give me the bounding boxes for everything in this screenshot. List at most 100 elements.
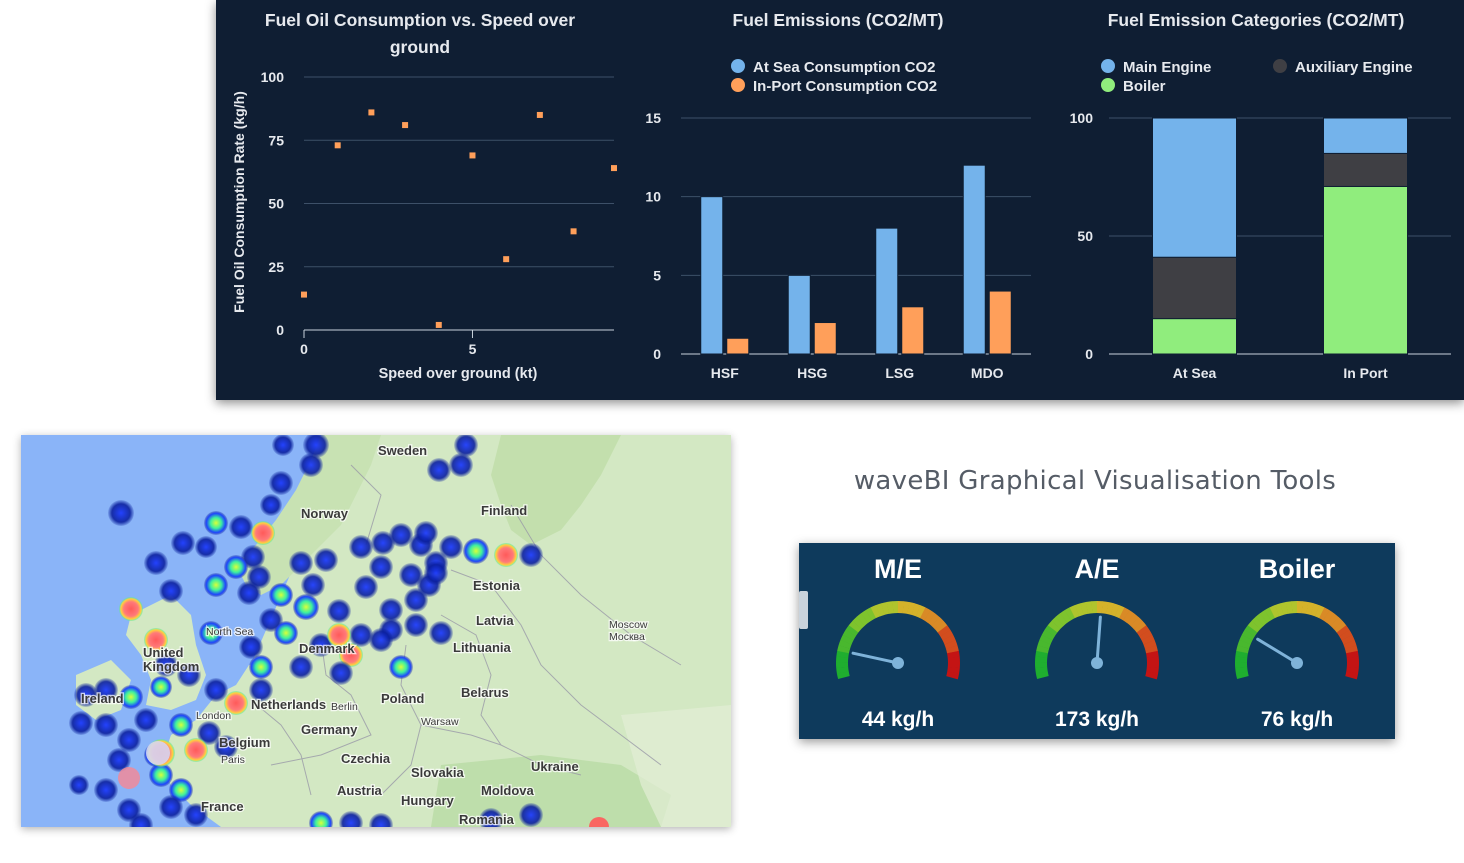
heatmap-point[interactable] [404,613,428,637]
heatmap-point[interactable] [519,803,543,827]
heatmap-point[interactable] [399,563,423,587]
emissions-bar[interactable] [726,337,750,355]
map-canvas[interactable]: Sweden Norway Finland Estonia Latvia Lithuani… [21,435,731,827]
emissions-legend-label[interactable]: In-Port Consumption CO2 [753,78,937,95]
heatmap-point[interactable] [293,594,319,620]
heatmap-point[interactable] [184,803,208,827]
scatter-point[interactable] [611,165,617,172]
heatmap-point[interactable] [309,811,333,827]
heatmap-point[interactable] [389,523,413,547]
heatmap-point[interactable] [249,678,273,702]
categories-bar-segment[interactable] [1323,185,1408,355]
heatmap-point[interactable] [237,581,261,605]
heatmap-point[interactable] [177,663,201,687]
scatter-point[interactable] [334,142,341,149]
heatmap-point[interactable] [439,535,463,559]
scatter-point[interactable] [402,122,409,129]
categories-bar-segment[interactable] [1152,256,1237,320]
heatmap-point[interactable] [154,653,178,677]
emissions-bar[interactable] [787,274,811,355]
heatmap-point[interactable] [427,458,451,482]
heatmap-point[interactable] [272,435,294,456]
heatmap-point[interactable] [327,599,351,623]
heatmap-point[interactable] [184,738,208,762]
heatmap-point[interactable] [369,813,393,827]
heatmap-point[interactable] [94,713,118,737]
heatmap-point[interactable] [449,453,473,477]
heatmap-point[interactable] [463,538,489,564]
heatmap-point[interactable] [389,655,413,679]
heatmap-map[interactable]: Sweden Norway Finland Estonia Latvia Lithuani… [21,435,731,827]
emissions-legend-marker[interactable] [731,59,745,73]
categories-legend-label[interactable]: Main Engine [1123,59,1211,76]
heatmap-point[interactable] [146,741,170,765]
heatmap-point[interactable] [339,643,363,667]
heatmap-point[interactable] [119,597,143,621]
heatmap-point[interactable] [339,811,363,827]
heatmap-point[interactable] [159,579,183,603]
heatmap-point[interactable] [74,683,98,707]
heatmap-point[interactable] [204,511,228,535]
heatmap-point[interactable] [329,661,353,685]
heatmap-point[interactable] [519,543,543,567]
heatmap-point[interactable] [69,775,89,795]
emissions-bar[interactable] [813,322,837,355]
heatmap-point[interactable] [214,735,238,759]
heatmap-point[interactable] [260,494,282,516]
heatmap-point[interactable] [195,536,217,558]
categories-legend-marker[interactable] [1101,59,1115,73]
heatmap-point[interactable] [69,711,93,735]
heatmap-point[interactable] [204,573,228,597]
heatmap-point[interactable] [269,583,293,607]
categories-legend-marker[interactable] [1273,59,1287,73]
heatmap-point[interactable] [150,676,172,698]
emissions-bar[interactable] [962,164,986,355]
heatmap-point[interactable] [349,623,373,647]
scatter-point[interactable] [435,321,442,328]
heatmap-point[interactable] [224,555,248,579]
categories-legend-label[interactable]: Auxiliary Engine [1295,59,1413,76]
heatmap-point[interactable] [301,573,325,597]
categories-bar-segment[interactable] [1323,117,1408,154]
heatmap-point[interactable] [299,453,323,477]
heatmap-point[interactable] [454,435,478,457]
heatmap-point[interactable] [149,763,173,787]
heatmap-point[interactable] [144,551,168,575]
scatter-point[interactable] [301,291,307,298]
heatmap-point[interactable] [134,708,158,732]
scatter-point[interactable] [368,109,375,116]
heatmap-point[interactable] [94,678,118,702]
heatmap-point[interactable] [269,471,293,495]
heatmap-point[interactable] [289,655,313,679]
heatmap-point[interactable] [199,621,223,645]
emissions-bar[interactable] [700,196,724,355]
panel-drag-handle[interactable] [799,591,808,629]
emissions-legend-label[interactable]: At Sea Consumption CO2 [753,59,936,76]
heatmap-point[interactable] [494,543,518,567]
heatmap-point[interactable] [108,500,134,526]
emissions-bar[interactable] [988,290,1012,355]
heatmap-point[interactable] [197,721,221,745]
heatmap-point[interactable] [289,551,313,575]
scatter-point[interactable] [503,256,510,263]
heatmap-point[interactable] [429,621,453,645]
heatmap-point[interactable] [479,808,503,827]
scatter-point[interactable] [536,111,543,118]
categories-legend-marker[interactable] [1101,78,1115,92]
categories-legend-label[interactable]: Boiler [1123,78,1166,95]
scatter-point[interactable] [570,228,577,235]
heatmap-point[interactable] [169,713,193,737]
heatmap-point[interactable] [251,521,275,545]
heatmap-point[interactable] [314,548,338,572]
heatmap-point[interactable] [369,555,393,579]
heatmap-point[interactable] [117,728,141,752]
categories-bar-segment[interactable] [1323,152,1408,187]
heatmap-point[interactable] [303,435,329,458]
heatmap-point[interactable] [107,748,131,772]
emissions-bar[interactable] [875,227,899,355]
heatmap-point[interactable] [129,813,153,827]
heatmap-point[interactable] [204,678,228,702]
heatmap-point[interactable] [159,795,183,819]
heatmap-point[interactable] [371,531,395,555]
heatmap-point[interactable] [224,691,248,715]
